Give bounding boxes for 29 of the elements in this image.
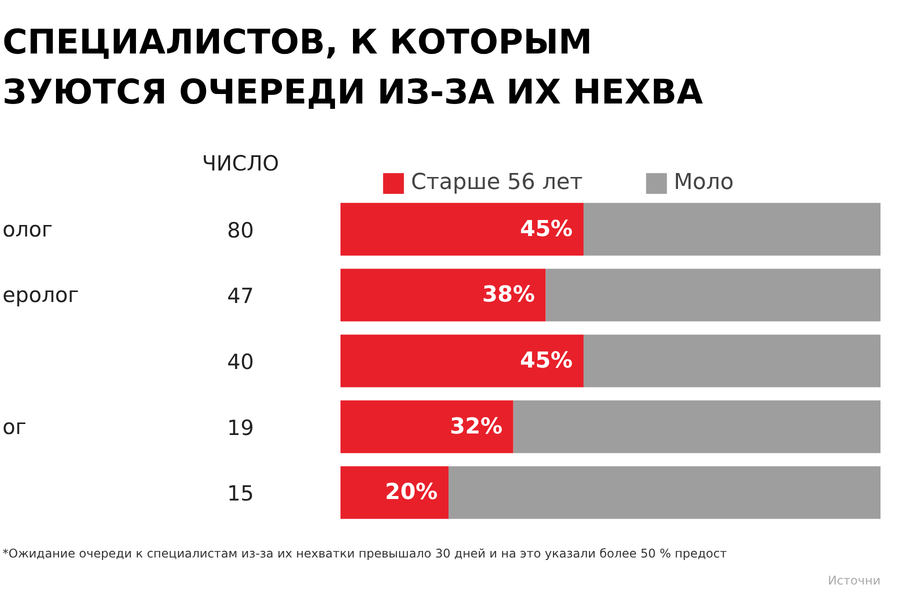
bar [448,466,880,519]
bar [340,400,514,454]
text: 19 [227,416,254,440]
bar [584,202,880,256]
bar [513,400,880,454]
y-tick-label: ог [2,414,26,439]
data-label: 38% [482,282,535,308]
text: 80 [227,218,254,242]
legend-label: Старше 56 лет [411,170,583,196]
y-tick-label: еролог [2,283,79,308]
y-tick-label: олог [2,217,53,242]
text: 15 [227,482,254,506]
bar [340,202,584,256]
bar [340,268,546,322]
legend-label: Моло [674,170,734,196]
text: 40 [227,350,254,374]
text: ЧИСЛО [202,151,280,176]
bar [340,334,584,388]
text: Источни [828,574,880,588]
data-label: 32% [450,414,503,440]
chart-title: СПЕЦИАЛИСТОВ, К КОТОРЫМ ЗУЮТСЯ ОЧЕРЕДИ ИЗ-ЗА ИХ НЕХВА [2,22,704,112]
bar [584,334,880,388]
text: *Ожидание очереди к специалистам из-за их нехватки превышало 30 дней и на это указали более 50 % предост [2,546,727,560]
data-label: 20% [385,480,438,506]
bar [340,466,448,519]
bar [546,268,880,322]
data-label: 45% [520,348,573,374]
text: 47 [227,284,254,308]
data-label: 45% [520,216,573,242]
